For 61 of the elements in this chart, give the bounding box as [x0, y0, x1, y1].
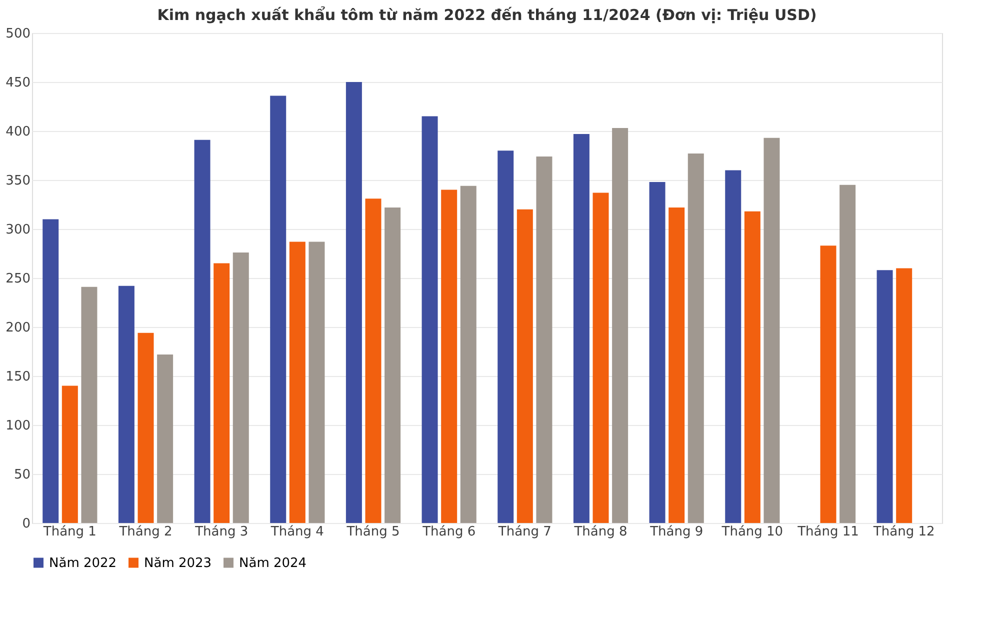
- bar: [138, 332, 154, 523]
- y-tick-label: 150: [6, 370, 30, 384]
- bar: [896, 268, 912, 523]
- bar: [592, 192, 609, 523]
- bar: [725, 170, 742, 523]
- bar: [42, 219, 59, 523]
- y-tick-label: 100: [6, 418, 30, 434]
- y-tick-label: 300: [6, 222, 30, 238]
- bar: [764, 138, 780, 523]
- y-tick-label: 50: [14, 468, 30, 482]
- bar: [744, 211, 760, 523]
- y-tick-label: 400: [6, 124, 30, 140]
- x-tick-label: Tháng 11: [796, 524, 859, 540]
- x-tick-label: Tháng 9: [649, 524, 704, 540]
- bar: [612, 128, 628, 523]
- x-tick-label: Tháng 12: [872, 524, 935, 540]
- x-tick-label: Tháng 5: [346, 524, 400, 540]
- legend-label: Năm 2022: [49, 556, 117, 571]
- bar: [289, 242, 306, 523]
- chart-title: Kim ngạch xuất khẩu tôm từ năm 2022 đến tháng 11/2024 (Đơn vị: Triệu USD): [157, 6, 817, 24]
- bar: [270, 96, 286, 523]
- bar: [194, 140, 210, 523]
- bar: [516, 209, 533, 523]
- bar: [422, 116, 438, 523]
- y-tick-label: 500: [6, 26, 30, 42]
- y-tick-label: 250: [6, 272, 30, 286]
- bar: [820, 246, 836, 523]
- bar: [384, 207, 401, 523]
- bar: [688, 154, 704, 523]
- x-tick-label: Tháng 3: [194, 524, 248, 540]
- bar: [118, 286, 134, 523]
- x-tick-label: Tháng 8: [573, 524, 628, 540]
- bar: [649, 182, 666, 523]
- x-tick-label: Tháng 4: [270, 524, 324, 540]
- bar: [365, 198, 382, 523]
- bar: [308, 242, 325, 523]
- bar: [81, 286, 98, 523]
- bar: [441, 190, 458, 523]
- y-tick-label: 200: [6, 320, 30, 336]
- bar: [536, 156, 552, 523]
- bar: [840, 184, 856, 523]
- bar: [214, 263, 230, 523]
- bar: [573, 134, 590, 523]
- y-tick-label: 0: [22, 516, 30, 532]
- bar: [157, 354, 174, 523]
- x-tick-label: Tháng 2: [118, 524, 172, 540]
- y-tick-label: 450: [6, 76, 30, 90]
- y-tick-label: 350: [6, 174, 30, 188]
- bar: [668, 207, 685, 523]
- x-tick-label: Tháng 7: [497, 524, 552, 540]
- legend-label: Năm 2023: [144, 556, 212, 571]
- bar: [876, 270, 893, 523]
- x-tick-label: Tháng 10: [720, 524, 784, 540]
- x-tick-label: Tháng 6: [422, 524, 476, 540]
- bar: [498, 150, 514, 523]
- bar: [346, 82, 362, 523]
- legend-label: Năm 2024: [239, 556, 307, 571]
- bar: [62, 386, 78, 523]
- bar: [232, 252, 249, 523]
- x-tick-label: Tháng 1: [42, 524, 96, 540]
- bar: [460, 186, 476, 523]
